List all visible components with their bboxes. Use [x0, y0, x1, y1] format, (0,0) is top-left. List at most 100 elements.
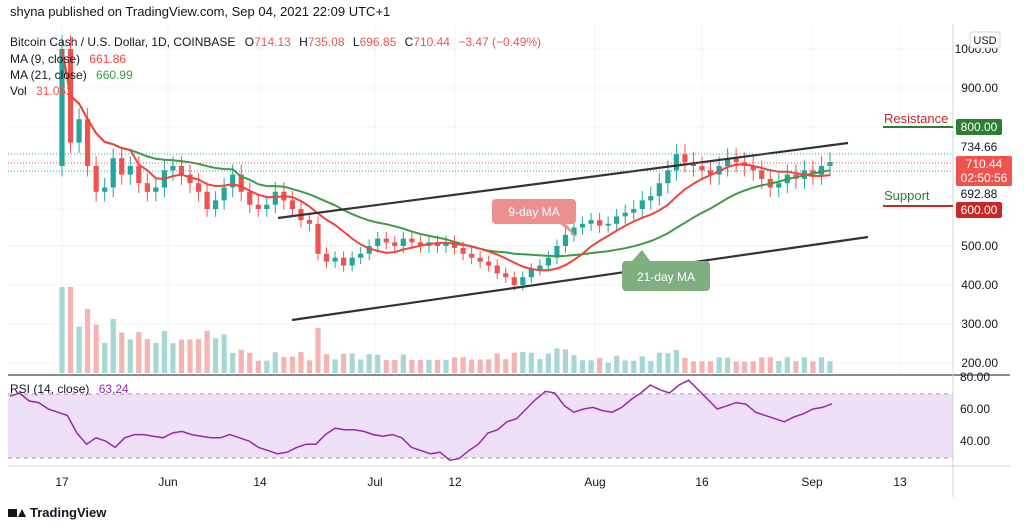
volume-bar [827, 361, 833, 373]
last-price-badge: 710.44 02:50:56 [956, 156, 1012, 186]
candle-body [571, 227, 577, 235]
volume-bar [187, 339, 193, 373]
candle-body [366, 246, 372, 254]
volume-bar [272, 352, 278, 373]
currency-badge[interactable]: USD [969, 31, 1001, 49]
volume-bar [460, 357, 466, 373]
volume-bar [400, 354, 406, 373]
price-pane[interactable] [8, 24, 953, 374]
volume-bar [656, 352, 662, 373]
candle-body [59, 49, 65, 166]
legend: Bitcoin Cash / U.S. Dollar, 1D, COINBASE… [10, 35, 541, 396]
ma21-callout: 21-day MA [622, 250, 710, 291]
price-tick-label: 400.00 [961, 278, 998, 292]
volume-bar [323, 354, 330, 373]
volume-bar [161, 331, 167, 373]
ma21-line [61, 48, 831, 258]
volume-bar [136, 332, 142, 373]
volume-bar [571, 355, 577, 373]
candle-body [699, 166, 705, 171]
volume-bar [528, 352, 534, 373]
volume-bar [119, 332, 125, 373]
volume-bar [93, 324, 99, 373]
volume-bar [767, 357, 773, 373]
candle-body [400, 238, 406, 246]
candle-body [119, 158, 125, 175]
candle-body [707, 170, 714, 175]
candle-body [255, 204, 261, 209]
candle-body [665, 170, 671, 184]
candle-body [443, 242, 449, 246]
volume-bar [494, 353, 500, 373]
volume-bar [383, 360, 389, 373]
volume-bar [238, 349, 244, 373]
svg-text:USD: USD [973, 35, 996, 47]
candle-body [127, 166, 133, 175]
tradingview-logo-icon [8, 507, 26, 519]
volume-bar [486, 359, 492, 373]
footer-brand[interactable]: TradingView [8, 505, 106, 520]
volume-bar [289, 356, 295, 373]
volume-bar [255, 360, 261, 373]
volume-bar [417, 359, 423, 373]
candle-body [682, 154, 688, 163]
volume-bar [477, 359, 483, 373]
candle-body [110, 158, 116, 188]
ma21-callout-label: 21-day MA [637, 270, 695, 284]
candle-body [477, 257, 483, 262]
candle-body [170, 166, 176, 171]
support-price-badge: 600.00 [956, 202, 1002, 218]
candle-body [725, 158, 731, 166]
volume-bar [315, 327, 321, 373]
volume-bar [579, 360, 586, 373]
candle-body [554, 246, 560, 258]
candle-body [230, 174, 236, 188]
volume-bar [810, 361, 816, 373]
time-tick-label: 14 [253, 475, 267, 489]
rsi-tick-label: 80.00 [960, 370, 990, 384]
candle-body [733, 158, 739, 163]
support-label: Support [884, 188, 930, 203]
volume-bar [733, 361, 739, 373]
candle-body [597, 220, 603, 226]
volume-bar [451, 357, 458, 373]
candle-body [469, 253, 475, 258]
time-tick-label: 12 [448, 475, 462, 489]
volume-bar [750, 361, 756, 373]
time-axis[interactable]: 17 Jun 14 Jul 12 Aug 16 Sep 13 [55, 475, 907, 489]
volume-bar [247, 352, 253, 373]
candle-body [545, 257, 551, 266]
candle-body [520, 277, 526, 285]
candle-body [187, 174, 193, 184]
candle-body [434, 242, 441, 246]
time-tick-label: Aug [584, 475, 605, 489]
volume-bar [127, 339, 133, 373]
candle-body [315, 223, 321, 254]
volume-bar [434, 359, 441, 373]
volume-bar [520, 352, 526, 373]
candle-body [85, 119, 91, 166]
channel-upper-trendline[interactable] [277, 141, 849, 220]
volume-bar [358, 359, 364, 373]
candle-body [264, 204, 270, 209]
volume-bar [597, 358, 603, 373]
candle-body [639, 200, 645, 209]
candle-body [759, 170, 765, 179]
volume-bar [511, 352, 517, 373]
volume-bar [110, 319, 116, 373]
candle-body [272, 191, 278, 205]
channel-lower-trendline[interactable] [291, 235, 869, 322]
volume-bar [673, 349, 679, 373]
volume-bar [469, 359, 475, 373]
volume-bar [801, 357, 807, 373]
footer-brand-label: TradingView [30, 505, 107, 520]
candle-body [614, 216, 620, 224]
volume-bar [622, 360, 628, 373]
candle-body [750, 166, 756, 171]
volume-bar [716, 357, 722, 373]
rsi-line [9, 379, 833, 461]
candle-body [375, 238, 381, 246]
candle-body [810, 170, 816, 175]
rsi-axis[interactable]: 80.00 60.00 40.00 [960, 370, 990, 448]
